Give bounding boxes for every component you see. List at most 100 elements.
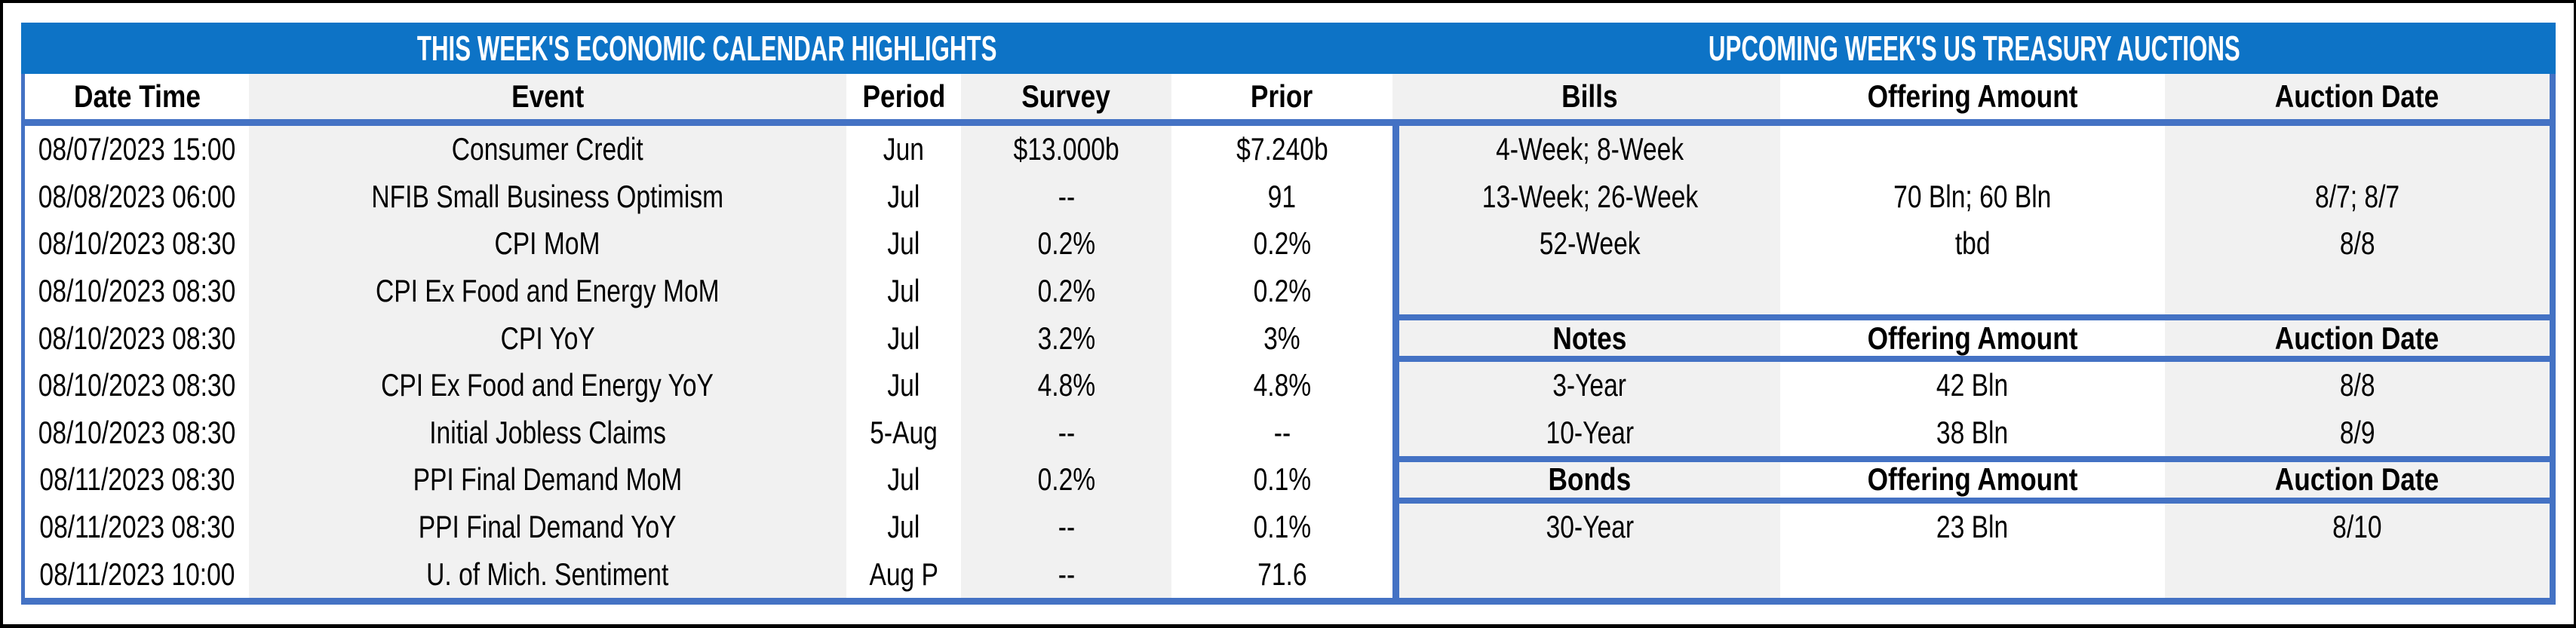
cell-auction-date: [2165, 126, 2550, 173]
cell-period: Jul: [887, 225, 920, 262]
cell-date-time: 08/10/2023 08:30: [38, 225, 236, 262]
cell-event: CPI Ex Food and Energy MoM: [249, 267, 846, 315]
cell-period: Aug P: [869, 556, 938, 592]
auction-row: [1392, 550, 2550, 598]
cell-event: Consumer Credit: [249, 126, 846, 173]
cell-survey: 3.2%: [961, 314, 1171, 362]
cell-survey: --: [961, 550, 1171, 598]
cell-date-time: 08/11/2023 08:30: [38, 509, 235, 545]
section-header-offering-amount: Offering Amount: [1867, 462, 2078, 498]
cell-security: [1399, 550, 1780, 598]
economic-calendar-title: THIS WEEK'S ECONOMIC CALENDAR HIGHLIGHTS: [416, 29, 997, 68]
cell-offering-amount: tbd: [1954, 225, 1991, 262]
auction-row: 10-Year 38 Bln 8/9: [1392, 409, 2550, 457]
column-header-date-time: Date Time: [73, 78, 201, 114]
cell-offering-amount: 23 Bln: [1936, 509, 2009, 545]
section-header-auction-date: Auction Date: [2165, 462, 2550, 498]
cell-offering-amount: [1780, 126, 2165, 173]
section-header-auction-date: Auction Date: [2165, 320, 2550, 356]
cell-survey: 0.2%: [961, 456, 1171, 504]
table-row: 08/08/2023 06:00 NFIB Small Business Opt…: [25, 173, 2550, 221]
cell-event: U. of Mich. Sentiment: [249, 550, 846, 598]
column-header-auction-date: Auction Date: [2165, 74, 2550, 119]
cell-auction-date: [2165, 550, 2550, 598]
auction-row: 3-Year 42 Bln 8/8: [1392, 361, 2550, 409]
auction-row: 30-Year 23 Bln 8/10: [1392, 503, 2550, 551]
cell-period: Jul: [887, 461, 920, 498]
cell-event: CPI Ex Food and Energy YoY: [249, 361, 846, 409]
cell-offering-amount: [1780, 550, 2165, 598]
title-bar: THIS WEEK'S ECONOMIC CALENDAR HIGHLIGHTS…: [21, 23, 2556, 74]
cell-prior: 91: [1267, 178, 1297, 214]
cell-offering-amount: 42 Bln: [1936, 367, 2009, 403]
cell-period: Jun: [883, 131, 925, 167]
cell-event: CPI MoM: [249, 220, 846, 268]
cell-survey: 0.2%: [961, 267, 1171, 315]
cell-prior: 0.2%: [1253, 225, 1311, 262]
cell-period: Jul: [887, 320, 920, 356]
cell-event: PPI Final Demand YoY: [249, 503, 846, 551]
header-separator-line: [25, 119, 2550, 126]
column-header-prior: Prior: [1251, 78, 1313, 114]
cell-prior: 4.8%: [1253, 367, 1311, 403]
column-header-event: Event: [249, 74, 846, 119]
cell-period: Jul: [887, 273, 920, 309]
cell-offering-amount: [1780, 268, 2165, 315]
auction-row: 13-Week; 26-Week 70 Bln; 60 Bln 8/7; 8/7: [1392, 173, 2550, 221]
column-header-survey: Survey: [961, 74, 1171, 119]
cell-date-time: 08/08/2023 06:00: [38, 178, 236, 214]
cell-date-time: 08/11/2023 08:30: [38, 461, 235, 498]
table-divider-header: [1392, 74, 1399, 119]
cell-survey: 4.8%: [961, 361, 1171, 409]
cell-prior: 71.6: [1257, 556, 1307, 592]
cell-security: 3-Year: [1399, 361, 1780, 409]
cell-event: NFIB Small Business Optimism: [249, 173, 846, 221]
cell-period: Jul: [887, 367, 920, 403]
table-row: 08/10/2023 08:30 CPI YoY Jul 3.2% 3% Not…: [25, 314, 2550, 362]
cell-offering-amount: 70 Bln; 60 Bln: [1893, 178, 2052, 214]
cell-auction-date: 8/8: [2165, 220, 2550, 268]
table-row: 08/07/2023 15:00 Consumer Credit Jun $13…: [25, 126, 2550, 173]
cell-event: Initial Jobless Claims: [249, 409, 846, 457]
cell-offering-amount: 38 Bln: [1936, 414, 2009, 450]
cell-security: 10-Year: [1399, 409, 1780, 457]
cell-prior: 0.1%: [1253, 509, 1311, 545]
cell-auction-date: [2165, 267, 2550, 315]
cell-prior: 3%: [1263, 320, 1300, 356]
cell-event: CPI YoY: [249, 314, 846, 362]
table-row: 08/10/2023 08:30 CPI Ex Food and Energy …: [25, 361, 2550, 409]
cell-security: 4-Week; 8-Week: [1399, 126, 1780, 173]
cell-security: 13-Week; 26-Week: [1399, 173, 1780, 221]
column-header-offering-amount: Offering Amount: [1867, 78, 2078, 114]
table-row: 08/10/2023 08:30 CPI MoM Jul 0.2% 0.2% 5…: [25, 220, 2550, 268]
cell-auction-date: 8/9: [2165, 409, 2550, 457]
section-header-offering-amount: Offering Amount: [1867, 320, 2078, 356]
table-row: 08/11/2023 08:30 PPI Final Demand MoM Ju…: [25, 456, 2550, 504]
treasury-auctions-title: UPCOMING WEEK'S US TREASURY AUCTIONS: [1708, 29, 2240, 68]
table-row: 08/10/2023 08:30 CPI Ex Food and Energy …: [25, 267, 2550, 315]
table-row: 08/10/2023 08:30 Initial Jobless Claims …: [25, 409, 2550, 457]
cell-survey: 0.2%: [961, 220, 1171, 268]
cell-prior: --: [1273, 414, 1291, 450]
bonds-section-header-row: Bonds Offering Amount Auction Date: [1392, 456, 2550, 504]
table-row: 08/11/2023 08:30 PPI Final Demand YoY Ju…: [25, 503, 2550, 551]
cell-date-time: 08/10/2023 08:30: [38, 320, 236, 356]
economic-calendar-and-auctions-table: THIS WEEK'S ECONOMIC CALENDAR HIGHLIGHTS…: [21, 23, 2556, 605]
cell-date-time: 08/10/2023 08:30: [38, 273, 236, 309]
notes-section-header-row: Notes Offering Amount Auction Date: [1392, 314, 2550, 362]
column-header-period: Period: [862, 78, 945, 114]
cell-period: 5-Aug: [870, 414, 938, 450]
section-header-notes: Notes: [1399, 320, 1780, 356]
cell-date-time: 08/10/2023 08:30: [38, 414, 236, 450]
table-row: 08/11/2023 10:00 U. of Mich. Sentiment A…: [25, 550, 2550, 598]
column-header-row: Date Time Event Period Survey Prior Bill…: [25, 74, 2550, 119]
cell-security: 52-Week: [1399, 220, 1780, 268]
cell-survey: $13.000b: [961, 126, 1171, 173]
cell-date-time: 08/07/2023 15:00: [38, 131, 236, 167]
cell-auction-date: 8/7; 8/7: [2165, 173, 2550, 221]
cell-prior: $7.240b: [1236, 131, 1328, 167]
cell-security: 30-Year: [1399, 503, 1780, 551]
auction-row: [1392, 267, 2550, 315]
cell-period: Jul: [887, 509, 920, 545]
